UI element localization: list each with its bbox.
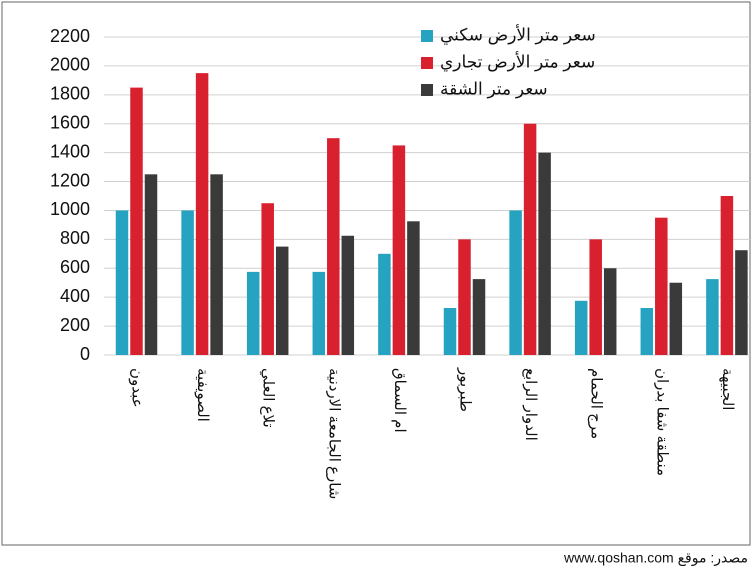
bar: [603, 268, 617, 355]
y-tick-label: 0: [80, 344, 90, 364]
x-tick-label: الجبيهة: [719, 368, 736, 410]
bar: [706, 279, 719, 355]
bar: [655, 217, 668, 355]
bar: [341, 235, 355, 355]
bar: [669, 282, 683, 355]
y-tick-label: 1400: [50, 141, 90, 161]
legend-label: سعر متر الأرض سكني: [440, 24, 596, 45]
bar: [538, 152, 551, 355]
bar: [378, 253, 391, 355]
bar: [458, 239, 471, 355]
legend-swatch: [421, 84, 433, 96]
legend-swatch: [421, 57, 433, 69]
x-tick-label: عبدون: [129, 368, 146, 408]
x-tick-label: مرج الحمام: [587, 368, 605, 439]
y-tick-label: 800: [60, 228, 90, 248]
legend-label: سعر متر الشقة: [440, 79, 548, 98]
y-tick-label: 1200: [50, 170, 90, 190]
bar: [327, 138, 340, 355]
bar: [181, 210, 194, 355]
bar: [472, 279, 486, 355]
x-tick-label: ام السماق: [391, 368, 408, 433]
bar: [210, 174, 223, 355]
y-tick-label: 600: [60, 257, 90, 277]
x-tick-label: شارع الجامعة الاردنية: [325, 368, 342, 499]
bar: [130, 87, 143, 355]
x-tick-label: الصويفية: [194, 368, 211, 422]
legend-label: سعر متر الأرض تجاري: [440, 51, 595, 72]
bar: [720, 196, 734, 355]
bar: [574, 300, 588, 355]
y-tick-label: 1800: [50, 84, 90, 104]
x-tick-label: الدوار الرابع: [522, 368, 539, 441]
x-tick-label: طبربور: [457, 367, 474, 412]
bar: [312, 271, 326, 355]
y-tick-label: 1000: [50, 199, 90, 219]
y-tick-label: 2000: [50, 55, 90, 75]
bar: [523, 123, 537, 356]
bar: [407, 221, 420, 355]
x-tick-label: تلاع العلي: [259, 368, 277, 428]
bar: [392, 145, 406, 355]
legend-swatch: [421, 30, 433, 42]
bar: [195, 73, 209, 356]
bar: [443, 308, 457, 355]
y-tick-label: 400: [60, 286, 90, 306]
x-tick-label: منطقة شفا بدران: [653, 368, 670, 476]
chart-frame: [1, 1, 751, 546]
bar: [735, 250, 748, 355]
bar: [275, 246, 289, 355]
source-note: مصدر: موقع www.qoshan.com: [563, 550, 748, 567]
bar: [509, 210, 522, 355]
y-tick-label: 2200: [50, 26, 90, 46]
bar: [246, 271, 260, 355]
bar: [115, 210, 129, 355]
bar: [261, 203, 274, 355]
bar: [144, 174, 158, 355]
bar: [589, 239, 602, 355]
y-tick-label: 200: [60, 315, 90, 335]
y-tick-label: 1600: [50, 112, 90, 132]
bar: [640, 308, 654, 355]
